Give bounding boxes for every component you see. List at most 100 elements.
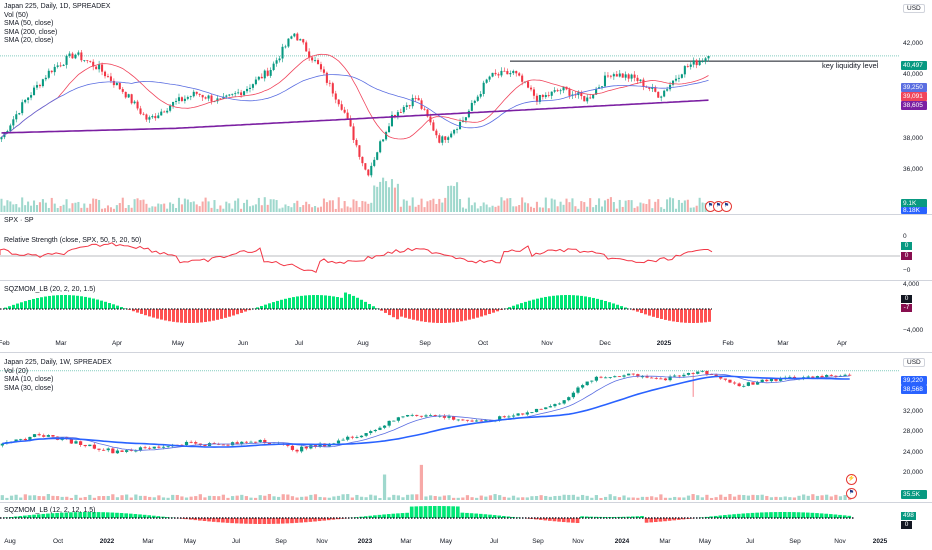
daily-candle	[423, 108, 426, 110]
pane-divider[interactable]	[0, 502, 932, 503]
daily-candle	[121, 89, 124, 92]
daily-candle	[379, 141, 382, 153]
sqz-histogram-bar	[536, 298, 539, 309]
sqz-histogram-bar	[16, 303, 19, 309]
volume-bar	[441, 202, 444, 212]
weekly-volume-bar	[175, 494, 179, 500]
daily-candle	[535, 95, 538, 102]
volume-bar	[438, 198, 441, 212]
volume-bar	[458, 199, 462, 212]
weekly-candle	[396, 417, 400, 421]
weekly-volume-bar	[212, 496, 216, 500]
x-tick-label: 2023	[357, 538, 373, 545]
sqz-bottom-bar	[405, 512, 409, 518]
daily-candle	[580, 92, 583, 97]
volume-bar	[293, 203, 296, 212]
sqz-bottom-bar	[211, 518, 216, 522]
sqz-bottom-bar	[46, 513, 50, 518]
daily-candle	[683, 66, 686, 75]
sqz-histogram-bar	[620, 306, 623, 309]
weekly-candle	[304, 446, 308, 449]
x-tick-label: Apr	[836, 340, 848, 347]
volume-bar	[556, 206, 559, 212]
volume-bar	[479, 206, 482, 212]
daily-candle	[358, 145, 361, 157]
volume-bar	[35, 204, 39, 212]
pane-divider[interactable]	[0, 280, 932, 281]
weekly-candle	[571, 392, 575, 398]
weekly-candle	[244, 441, 249, 443]
weekly-volume-bar	[5, 497, 9, 500]
top-chart-title: Japan 225, Daily, 1D, SPREADEX	[4, 3, 111, 10]
daily-candle	[296, 33, 299, 41]
weekly-volume-bar	[134, 494, 138, 500]
weekly-volume-bar	[111, 494, 115, 500]
daily-candle	[240, 92, 243, 96]
weekly-candle	[161, 446, 166, 448]
volume-bar	[435, 203, 438, 212]
volume-bar	[506, 198, 509, 212]
daily-candle	[497, 74, 500, 76]
event-icon[interactable]: ⚑	[846, 488, 857, 499]
sqz-histogram-bar	[340, 297, 343, 309]
weekly-candle	[553, 404, 557, 407]
volume-bar	[663, 208, 666, 212]
key-liquidity-annotation[interactable]: key liquidity level	[822, 61, 879, 70]
daily-candle	[284, 46, 287, 48]
weekly-candle	[673, 375, 677, 377]
top-chart-legend[interactable]: Japan 225, Daily, 1D, SPREADEX Vol (50) …	[4, 3, 110, 46]
flash-icon[interactable]: ⚡	[846, 474, 857, 485]
sqzmom-bottom-label: SQZMOM_LB (12, 2, 12, 1.5)	[4, 507, 96, 514]
weekly-volume-bar	[617, 497, 622, 500]
weekly-candle	[226, 444, 230, 446]
volume-bar	[95, 198, 98, 212]
sqz-histogram-bar	[272, 302, 275, 309]
currency-label[interactable]: USD	[903, 4, 925, 13]
weekly-volume-bar	[613, 496, 617, 500]
daily-candle	[680, 74, 683, 78]
daily-candle	[364, 163, 367, 170]
volume-bar	[77, 201, 80, 212]
daily-candle	[405, 105, 408, 108]
bottom-chart-legend[interactable]: Japan 225, Daily, 1W, SPREADEX Vol (20) …	[4, 359, 112, 393]
daily-candle	[441, 136, 444, 143]
sqz-histogram-bar	[396, 309, 399, 320]
sqz-bottom-bar	[534, 518, 538, 520]
sqz-histogram-bar	[44, 296, 47, 309]
volume-bar	[44, 202, 47, 212]
pane-divider[interactable]	[0, 214, 932, 215]
daily-candle	[521, 75, 524, 82]
weekly-volume-bar	[14, 494, 18, 500]
sqz-bottom-bar	[331, 518, 336, 520]
volume-bar	[624, 200, 627, 212]
weekly-volume-bar	[378, 497, 382, 500]
sqz-histogram-bar	[308, 295, 311, 309]
sqz-histogram-bar	[56, 295, 59, 309]
sqz-histogram-bar	[192, 309, 195, 323]
currency-label-bottom[interactable]: USD	[903, 358, 925, 367]
sqz-bottom-bar	[290, 518, 294, 524]
event-icon[interactable]: ⚑	[721, 201, 732, 212]
sqz-histogram-bar	[580, 295, 583, 309]
volume-bar	[698, 197, 701, 212]
weekly-volume-bar	[28, 495, 32, 500]
volume-bar	[139, 200, 142, 212]
daily-candle	[651, 87, 654, 89]
daily-candle	[479, 93, 482, 97]
sqz-badge: -7	[901, 304, 912, 312]
weekly-volume-bar	[732, 496, 737, 500]
volume-bar	[618, 199, 621, 212]
sqz-bottom-bar	[709, 516, 713, 518]
volume-bar	[213, 200, 216, 212]
daily-candle	[325, 72, 328, 83]
sqz-histogram-bar	[256, 307, 259, 309]
volume-bar	[399, 206, 402, 212]
volume-bar	[346, 206, 349, 212]
sqz-bottom-bar	[193, 518, 198, 521]
daily-candle	[515, 70, 518, 74]
volume-bar	[195, 204, 198, 212]
chart-divider[interactable]	[0, 352, 932, 353]
volume-bar	[639, 202, 642, 212]
weekly-candle	[313, 445, 318, 447]
daily-candle	[512, 70, 515, 74]
